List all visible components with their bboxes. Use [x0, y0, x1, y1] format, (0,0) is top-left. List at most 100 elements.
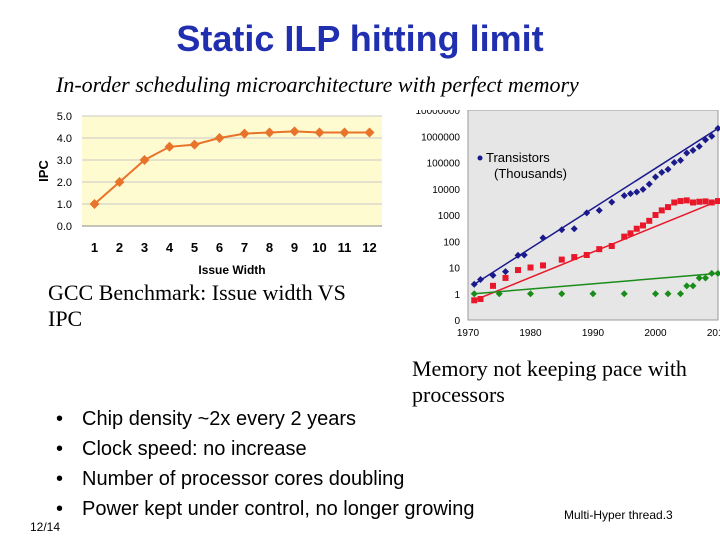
memory-note: Memory not keeping pace with processors: [412, 356, 687, 407]
trend-point-red: [540, 262, 546, 269]
trend-point-red: [658, 207, 665, 214]
ipc-x-axis-label: Issue Width: [198, 263, 265, 277]
trend-point-blue: [514, 251, 522, 259]
trend-point-green: [589, 290, 597, 298]
trend-point-blue: [470, 280, 478, 288]
trend-point-blue: [652, 173, 659, 181]
ipc-data-point: [264, 127, 275, 138]
ipc-x-tick-label: 3: [141, 240, 148, 255]
ipc-y-tick-label: 2.0: [57, 177, 72, 189]
trend-point-blue: [645, 180, 653, 188]
trend-legend-label-line2: (Thousands): [494, 166, 567, 181]
ipc-x-tick-label: 8: [266, 240, 273, 255]
ipc-x-tick-label: 9: [291, 240, 298, 255]
trend-point-blue: [677, 156, 684, 164]
trend-point-red: [702, 198, 709, 205]
slide-subtitle: In-order scheduling microarchitecture wi…: [56, 72, 579, 97]
trend-point-blue: [702, 136, 709, 144]
trend-point-green: [702, 274, 709, 282]
trend-point-red: [596, 246, 603, 253]
bullet-marker: •: [56, 438, 64, 460]
transistor-trend-chart: 0 1 10 100 1000 10000 100000 1000000 10000000 197…: [416, 110, 720, 339]
trend-x-tick-label: 1980: [519, 328, 542, 339]
trend-y-tick-label: 100000: [427, 159, 461, 170]
chart-caption: GCC Benchmark: Issue width VS IPC: [48, 280, 346, 331]
bullet-text: Power kept under control, no longer grow…: [82, 498, 475, 520]
ipc-data-point: [314, 127, 325, 138]
trend-point-blue: [670, 159, 678, 166]
trend-point-blue: [708, 132, 716, 140]
ipc-data-point: [114, 177, 125, 187]
bullet-text: Clock speed: no increase: [82, 438, 307, 460]
trend-point-blue: [595, 206, 603, 214]
trend-point-green: [620, 290, 628, 298]
bullet-item: • Power kept under control, no longer gro…: [56, 494, 474, 524]
bullet-marker: •: [56, 468, 64, 490]
trend-point-red: [621, 233, 628, 240]
trend-point-blue: [570, 225, 578, 233]
trend-point-blue: [658, 168, 666, 176]
trend-x-tick-label: 1990: [582, 328, 605, 339]
trend-point-red: [715, 198, 720, 205]
trend-point-red: [471, 297, 478, 304]
trend-point-red: [652, 212, 659, 218]
trend-point-green: [527, 290, 534, 298]
ipc-y-tick-label: 4.0: [57, 133, 72, 145]
trend-point-blue: [633, 188, 641, 196]
trend-point-red: [683, 197, 690, 204]
trend-x-tick-label: 2010: [707, 328, 720, 339]
ipc-data-point: [164, 141, 175, 152]
ipc-x-tick-label: 10: [312, 240, 326, 255]
ipc-data-point: [139, 155, 150, 165]
trend-y-tick-label: 100: [443, 237, 460, 248]
ipc-data-point: [214, 133, 225, 143]
trend-y-tick-label: 10: [449, 264, 461, 275]
trend-point-green: [652, 290, 659, 298]
ipc-y-tick-label: 5.0: [57, 111, 72, 123]
ipc-data-point: [339, 127, 350, 138]
trend-point-blue: [627, 190, 634, 198]
trend-point-red: [502, 274, 509, 281]
bullet-text: Chip density ~2x every 2 years: [82, 408, 357, 430]
trend-y-tick-label: 1000: [438, 211, 461, 222]
trend-legend-marker: [477, 155, 483, 161]
trend-plot-area: [467, 110, 719, 321]
trend-point-green: [689, 282, 697, 290]
trend-point-green: [708, 269, 716, 277]
trend-x-tick-label: 1970: [457, 328, 480, 339]
trend-point-green: [714, 269, 720, 277]
trend-point-red: [690, 199, 696, 206]
trend-y-tick-label: 1: [454, 290, 460, 301]
trend-point-red: [608, 242, 615, 249]
trend-y-tick-label: 0: [454, 316, 460, 327]
bullet-marker: •: [56, 408, 64, 430]
trend-point-green: [470, 290, 478, 298]
trend-point-red: [646, 217, 653, 224]
trend-point-blue: [695, 142, 703, 150]
trend-point-red: [571, 254, 578, 261]
ipc-data-point: [364, 127, 375, 138]
trend-point-red: [708, 199, 715, 206]
trend-point-blue: [639, 185, 647, 193]
trend-point-blue: [689, 146, 697, 154]
trend-line-blue: [473, 127, 719, 285]
trend-point-blue: [714, 124, 720, 132]
trend-point-red: [665, 204, 671, 211]
ipc-y-tick-label: 3.0: [57, 155, 72, 167]
trend-point-red: [633, 225, 640, 232]
trend-point-blue: [664, 165, 672, 173]
ipc-x-tick-label: 6: [216, 240, 223, 255]
bullet-marker: •: [56, 498, 64, 520]
trend-point-red: [477, 296, 484, 302]
trend-point-blue: [583, 209, 591, 217]
ipc-data-point: [89, 199, 100, 209]
ipc-x-tick-label: 12: [362, 240, 376, 255]
trend-point-red: [515, 267, 521, 274]
ipc-y-axis-label: IPC: [36, 160, 51, 182]
slide-number: 12/14: [30, 520, 61, 534]
slide-title: Static ILP hitting limit: [176, 18, 544, 59]
trend-point-blue: [502, 268, 509, 276]
trend-y-tick-label: 1000000: [421, 132, 460, 143]
trend-point-blue: [477, 275, 484, 283]
